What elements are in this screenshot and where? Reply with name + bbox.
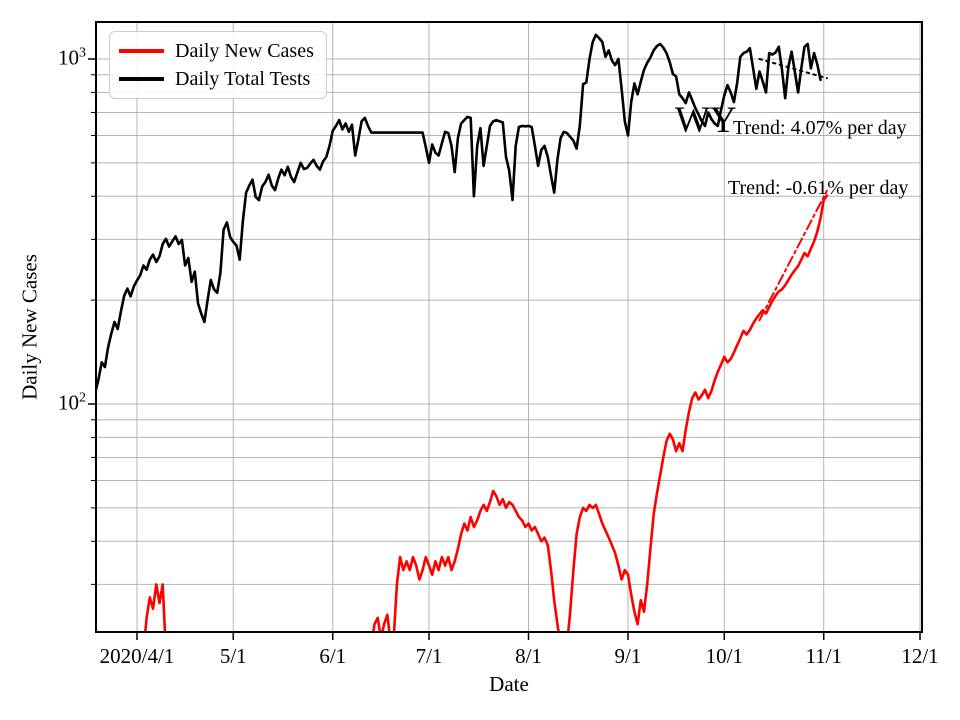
legend-line-red-icon	[119, 49, 164, 54]
legend-item-daily-new-cases: Daily New Cases	[119, 41, 326, 61]
legend: Daily New Cases Daily Total Tests	[109, 31, 327, 99]
legend-label-daily-new-cases: Daily New Cases	[175, 40, 314, 63]
series-daily-new-cases	[371, 194, 829, 632]
x-tick-label: 7/1	[415, 644, 443, 668]
series-tests-trend-line	[758, 58, 828, 80]
x-tick-label: 12/1	[901, 644, 939, 668]
series-cases-trend-line	[758, 189, 828, 322]
x-tick-label: 6/1	[319, 644, 347, 668]
legend-item-daily-total-tests: Daily Total Tests	[119, 69, 326, 89]
x-tick-label: 9/1	[614, 644, 642, 668]
x-tick-label: 5/1	[219, 644, 247, 668]
series-daily-total-tests	[96, 33, 822, 394]
x-tick-label: 10/1	[705, 644, 743, 668]
x-tick-label: 8/1	[515, 644, 542, 668]
y-tick-label: 103	[58, 45, 86, 70]
y-axis-label: Daily New Cases	[17, 254, 42, 400]
series-daily-new-cases	[143, 583, 167, 632]
gridlines	[96, 22, 922, 632]
plot-frame	[95, 21, 923, 633]
legend-label-daily-total-tests: Daily Total Tests	[175, 67, 311, 90]
x-tick-label: 2020/4/1	[99, 644, 175, 668]
tick-marks	[88, 58, 921, 640]
legend-line-black-icon	[119, 76, 164, 81]
trend-annotation-1: Trend: 4.07% per day	[733, 117, 907, 139]
trend-annotation-2: Trend: -0.61% per day	[728, 177, 909, 199]
x-axis-label: Date	[489, 672, 529, 696]
x-tick-label: 11/1	[805, 644, 842, 668]
state-label: WY	[675, 100, 737, 141]
series-group	[96, 33, 829, 632]
y-tick-label: 102	[58, 390, 86, 415]
